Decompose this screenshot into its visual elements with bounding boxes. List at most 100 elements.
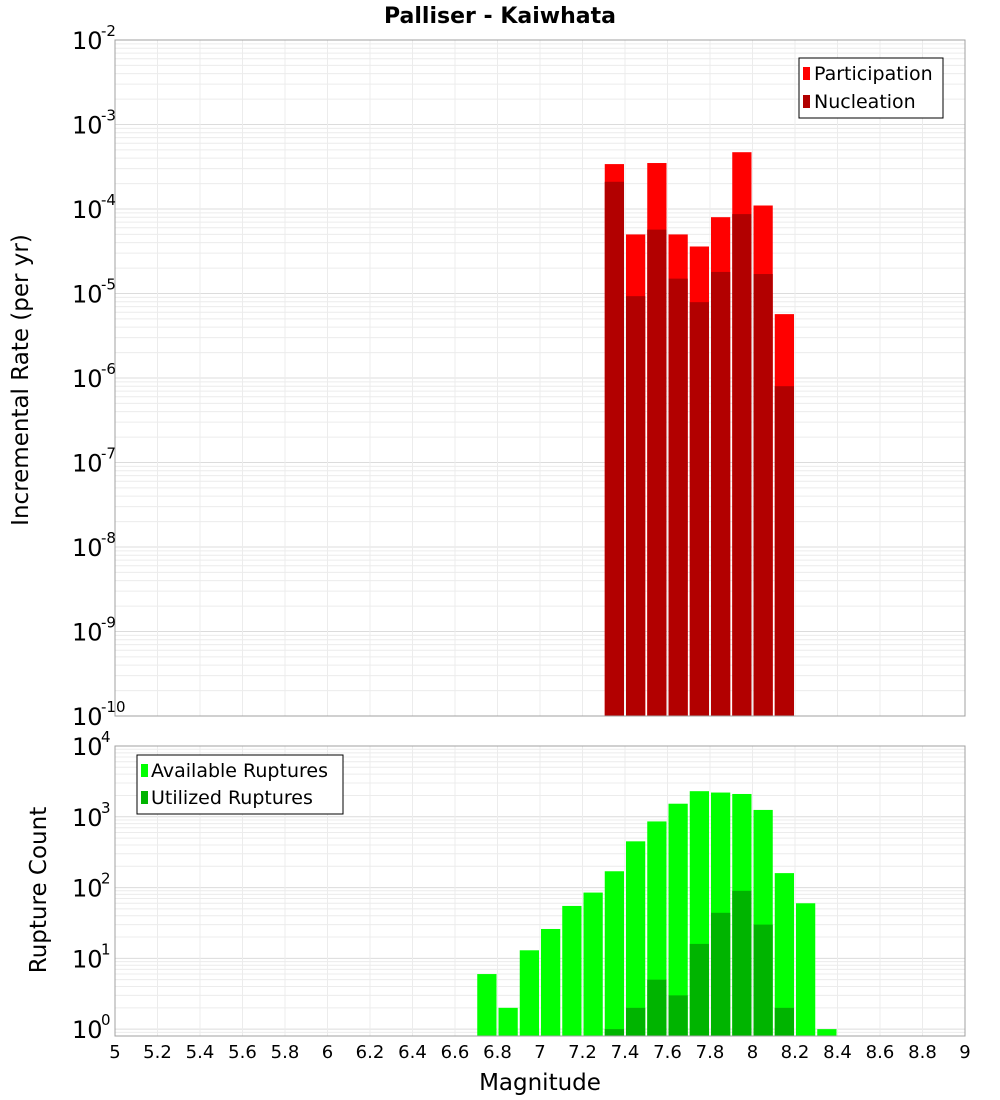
- y-tick-label: 10: [72, 619, 103, 647]
- y-tick-exponent: -10: [101, 698, 126, 716]
- y-tick-label: 10: [72, 281, 103, 309]
- chart-title: Palliser - Kaiwhata: [384, 4, 616, 29]
- x-tick-label: 6.2: [356, 1042, 385, 1063]
- bottom-available-ruptures-bar: [541, 928, 561, 1036]
- bottom-available-ruptures-bar: [519, 950, 539, 1036]
- y-tick-label: 10: [72, 534, 103, 562]
- top-nucleation-bar: [774, 386, 794, 716]
- x-tick-label: 6.4: [398, 1042, 427, 1063]
- bottom-legend-box: [136, 754, 344, 815]
- top-nucleation-bar: [753, 274, 773, 716]
- y-tick-exponent: 0: [101, 1011, 111, 1029]
- x-tick-label: 8.4: [823, 1042, 852, 1063]
- x-tick-label: 8.8: [908, 1042, 937, 1063]
- bottom-available-ruptures-bar: [626, 841, 646, 1036]
- bottom-utilized-ruptures-bar: [711, 912, 731, 1036]
- bottom-legend: Available Ruptures Utilized Ruptures: [136, 754, 344, 815]
- bottom-available-ruptures-bar: [498, 1007, 518, 1036]
- x-tick-label: 5.6: [228, 1042, 257, 1063]
- y-tick-exponent: -3: [101, 107, 116, 125]
- y-tick-label: 10: [72, 875, 103, 903]
- x-axis-label: Magnitude: [479, 1070, 601, 1096]
- bottom-available-ruptures-bar: [796, 903, 816, 1036]
- y-tick-label: 10: [72, 804, 103, 832]
- x-tick-label: 5.2: [143, 1042, 172, 1063]
- top-nucleation-bar: [711, 271, 731, 716]
- x-tick-label: 7.6: [653, 1042, 682, 1063]
- x-tick-label: 5.8: [271, 1042, 300, 1063]
- x-tick-label: 8: [747, 1042, 758, 1063]
- bottom-plot-bars: [477, 791, 837, 1036]
- x-tick-label: 8.6: [866, 1042, 895, 1063]
- bottom-y-axis-label: Rupture Count: [26, 807, 52, 973]
- bottom-available-ruptures-bar: [583, 892, 603, 1036]
- top-y-axis-label: Incremental Rate (per yr): [8, 234, 34, 526]
- y-tick-label: 10: [72, 196, 103, 224]
- top-plot-bars: [604, 152, 794, 717]
- y-tick-exponent: -5: [101, 276, 116, 294]
- y-tick-exponent: 4: [101, 728, 111, 746]
- top-plot-frame: [114, 39, 966, 717]
- bottom-utilized-ruptures-bar: [668, 995, 688, 1036]
- top-nucleation-bar: [732, 214, 752, 716]
- y-tick-label: 10: [72, 733, 103, 761]
- bottom-available-ruptures-bar: [604, 871, 624, 1036]
- top-nucleation-bar: [604, 181, 624, 717]
- x-tick-label: 7.8: [696, 1042, 725, 1063]
- x-tick-label: 8.2: [781, 1042, 810, 1063]
- bottom-plot-frame: [114, 745, 966, 1037]
- y-tick-exponent: -2: [101, 22, 116, 40]
- y-tick-label: 10: [72, 945, 103, 973]
- bottom-utilized-ruptures-bar: [753, 924, 773, 1036]
- available-ruptures-legend-label: Available Ruptures: [151, 760, 328, 782]
- bottom-utilized-ruptures-bar: [604, 1029, 624, 1036]
- top-nucleation-bar: [668, 278, 688, 716]
- y-tick-label: 10: [72, 450, 103, 478]
- bottom-utilized-ruptures-bar: [689, 943, 709, 1036]
- participation-legend-swatch: [803, 67, 810, 80]
- y-tick-exponent: -7: [101, 445, 116, 463]
- x-tick-label: 7.4: [611, 1042, 640, 1063]
- x-tick-labels: 5 5.2 5.4 5.6 5.8 6 6.2 6.4 6.6 6.8 7 7.2 7.4 7.6 7.8 8…: [109, 1042, 970, 1063]
- x-tick-label: 9: [959, 1042, 970, 1063]
- y-tick-exponent: -8: [101, 529, 116, 547]
- bottom-utilized-ruptures-bar: [626, 1007, 646, 1036]
- utilized-ruptures-legend-label: Utilized Ruptures: [151, 787, 313, 809]
- y-tick-label: 10: [72, 27, 103, 55]
- x-tick-label: 6: [322, 1042, 333, 1063]
- top-nucleation-bar: [626, 296, 646, 716]
- bottom-utilized-ruptures-bar: [647, 979, 667, 1036]
- x-tick-label: 6.6: [441, 1042, 470, 1063]
- y-tick-label: 10: [72, 112, 103, 140]
- x-tick-label: 6.8: [483, 1042, 512, 1063]
- nucleation-legend-swatch: [803, 95, 810, 108]
- top-nucleation-bar: [689, 302, 709, 716]
- x-tick-label: 5: [109, 1042, 120, 1063]
- y-tick-exponent: -9: [101, 614, 116, 632]
- x-tick-label: 7: [534, 1042, 545, 1063]
- y-tick-exponent: 3: [101, 799, 111, 817]
- top-plot-grid: [114, 39, 966, 717]
- x-tick-label: 5.4: [186, 1042, 215, 1063]
- y-tick-label: 10: [72, 703, 103, 731]
- y-tick-exponent: 2: [101, 870, 111, 888]
- bottom-available-ruptures-bar: [668, 803, 688, 1036]
- y-tick-label: 10: [72, 1016, 103, 1044]
- top-nucleation-bar: [647, 229, 667, 716]
- top-legend-box: [798, 57, 944, 119]
- y-tick-exponent: -4: [101, 191, 116, 209]
- bottom-utilized-ruptures-bar: [774, 1007, 794, 1036]
- y-tick-exponent: 1: [101, 940, 111, 958]
- participation-legend-label: Participation: [814, 63, 933, 85]
- x-tick-label: 7.2: [568, 1042, 597, 1063]
- top-legend: Participation Nucleation: [798, 57, 944, 119]
- bottom-available-ruptures-bar: [562, 905, 582, 1036]
- bottom-utilized-ruptures-bar: [732, 890, 752, 1036]
- available-ruptures-legend-swatch: [141, 764, 148, 777]
- y-tick-exponent: -6: [101, 360, 116, 378]
- y-tick-label: 10: [72, 365, 103, 393]
- bottom-available-ruptures-bar: [774, 873, 794, 1036]
